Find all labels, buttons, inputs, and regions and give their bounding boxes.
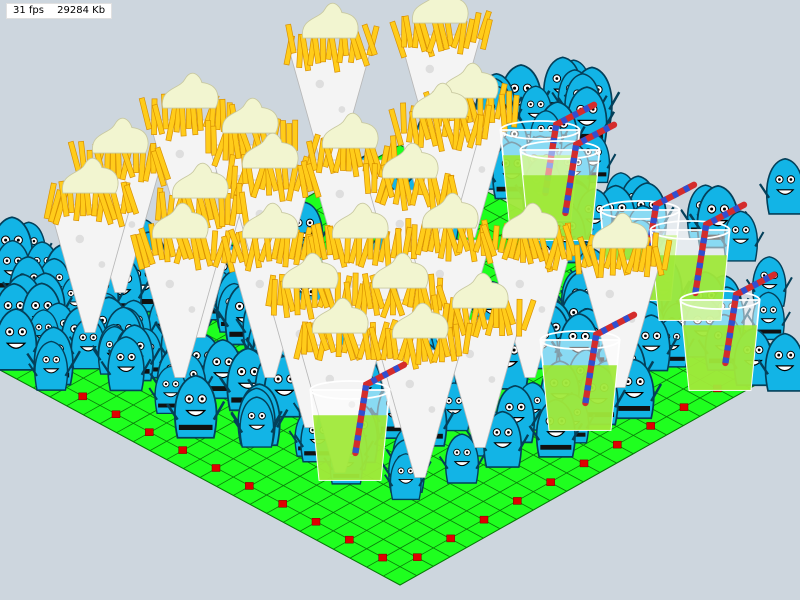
red-marker-icon [278, 500, 287, 508]
fries-cone-icon [283, 2, 380, 178]
red-marker-icon [546, 478, 555, 486]
fries-cone-icon [305, 112, 399, 288]
red-marker-icon [311, 518, 321, 526]
soda-cup-icon [679, 271, 778, 391]
soda-cup-icon [309, 361, 408, 481]
blue-monster-icon [166, 374, 226, 439]
food-items [43, 0, 778, 481]
blue-monster-icon [757, 332, 800, 392]
red-marker-icon [446, 534, 455, 543]
red-marker-icon [178, 446, 187, 454]
red-marker-icon [245, 482, 254, 490]
soda-cup-icon [539, 311, 638, 431]
blue-monster-icon [100, 336, 152, 392]
red-marker-icon [345, 535, 354, 544]
blue-monster-icon [28, 340, 75, 391]
blue-monster-icon [438, 433, 486, 484]
fries-cone-icon [43, 157, 140, 333]
red-marker-icon [679, 403, 689, 411]
fries-cone-icon [130, 202, 232, 378]
red-marker-icon [211, 464, 221, 472]
fries-cone-icon [368, 302, 473, 478]
red-marker-icon [145, 428, 154, 436]
red-marker-icon [513, 497, 522, 505]
performance-hud: 31 fps 29284 Kb [6, 3, 113, 19]
blue-monster-icon [745, 256, 793, 307]
red-marker-icon [579, 459, 589, 468]
blue-monster-icon [758, 157, 800, 215]
red-marker-icon [111, 410, 121, 418]
red-marker-icon [78, 392, 87, 401]
red-marker-icon [378, 553, 387, 562]
red-marker-icon [613, 440, 622, 449]
red-marker-icon [413, 553, 422, 561]
blue-monster-icon [233, 396, 281, 448]
fps-counter: 31 fps [13, 5, 44, 16]
floor-line [399, 359, 800, 586]
memory-counter: 29284 Kb [57, 5, 106, 16]
red-marker-icon [479, 515, 489, 524]
soda-cup-icon [649, 201, 748, 321]
red-marker-icon [646, 422, 655, 430]
